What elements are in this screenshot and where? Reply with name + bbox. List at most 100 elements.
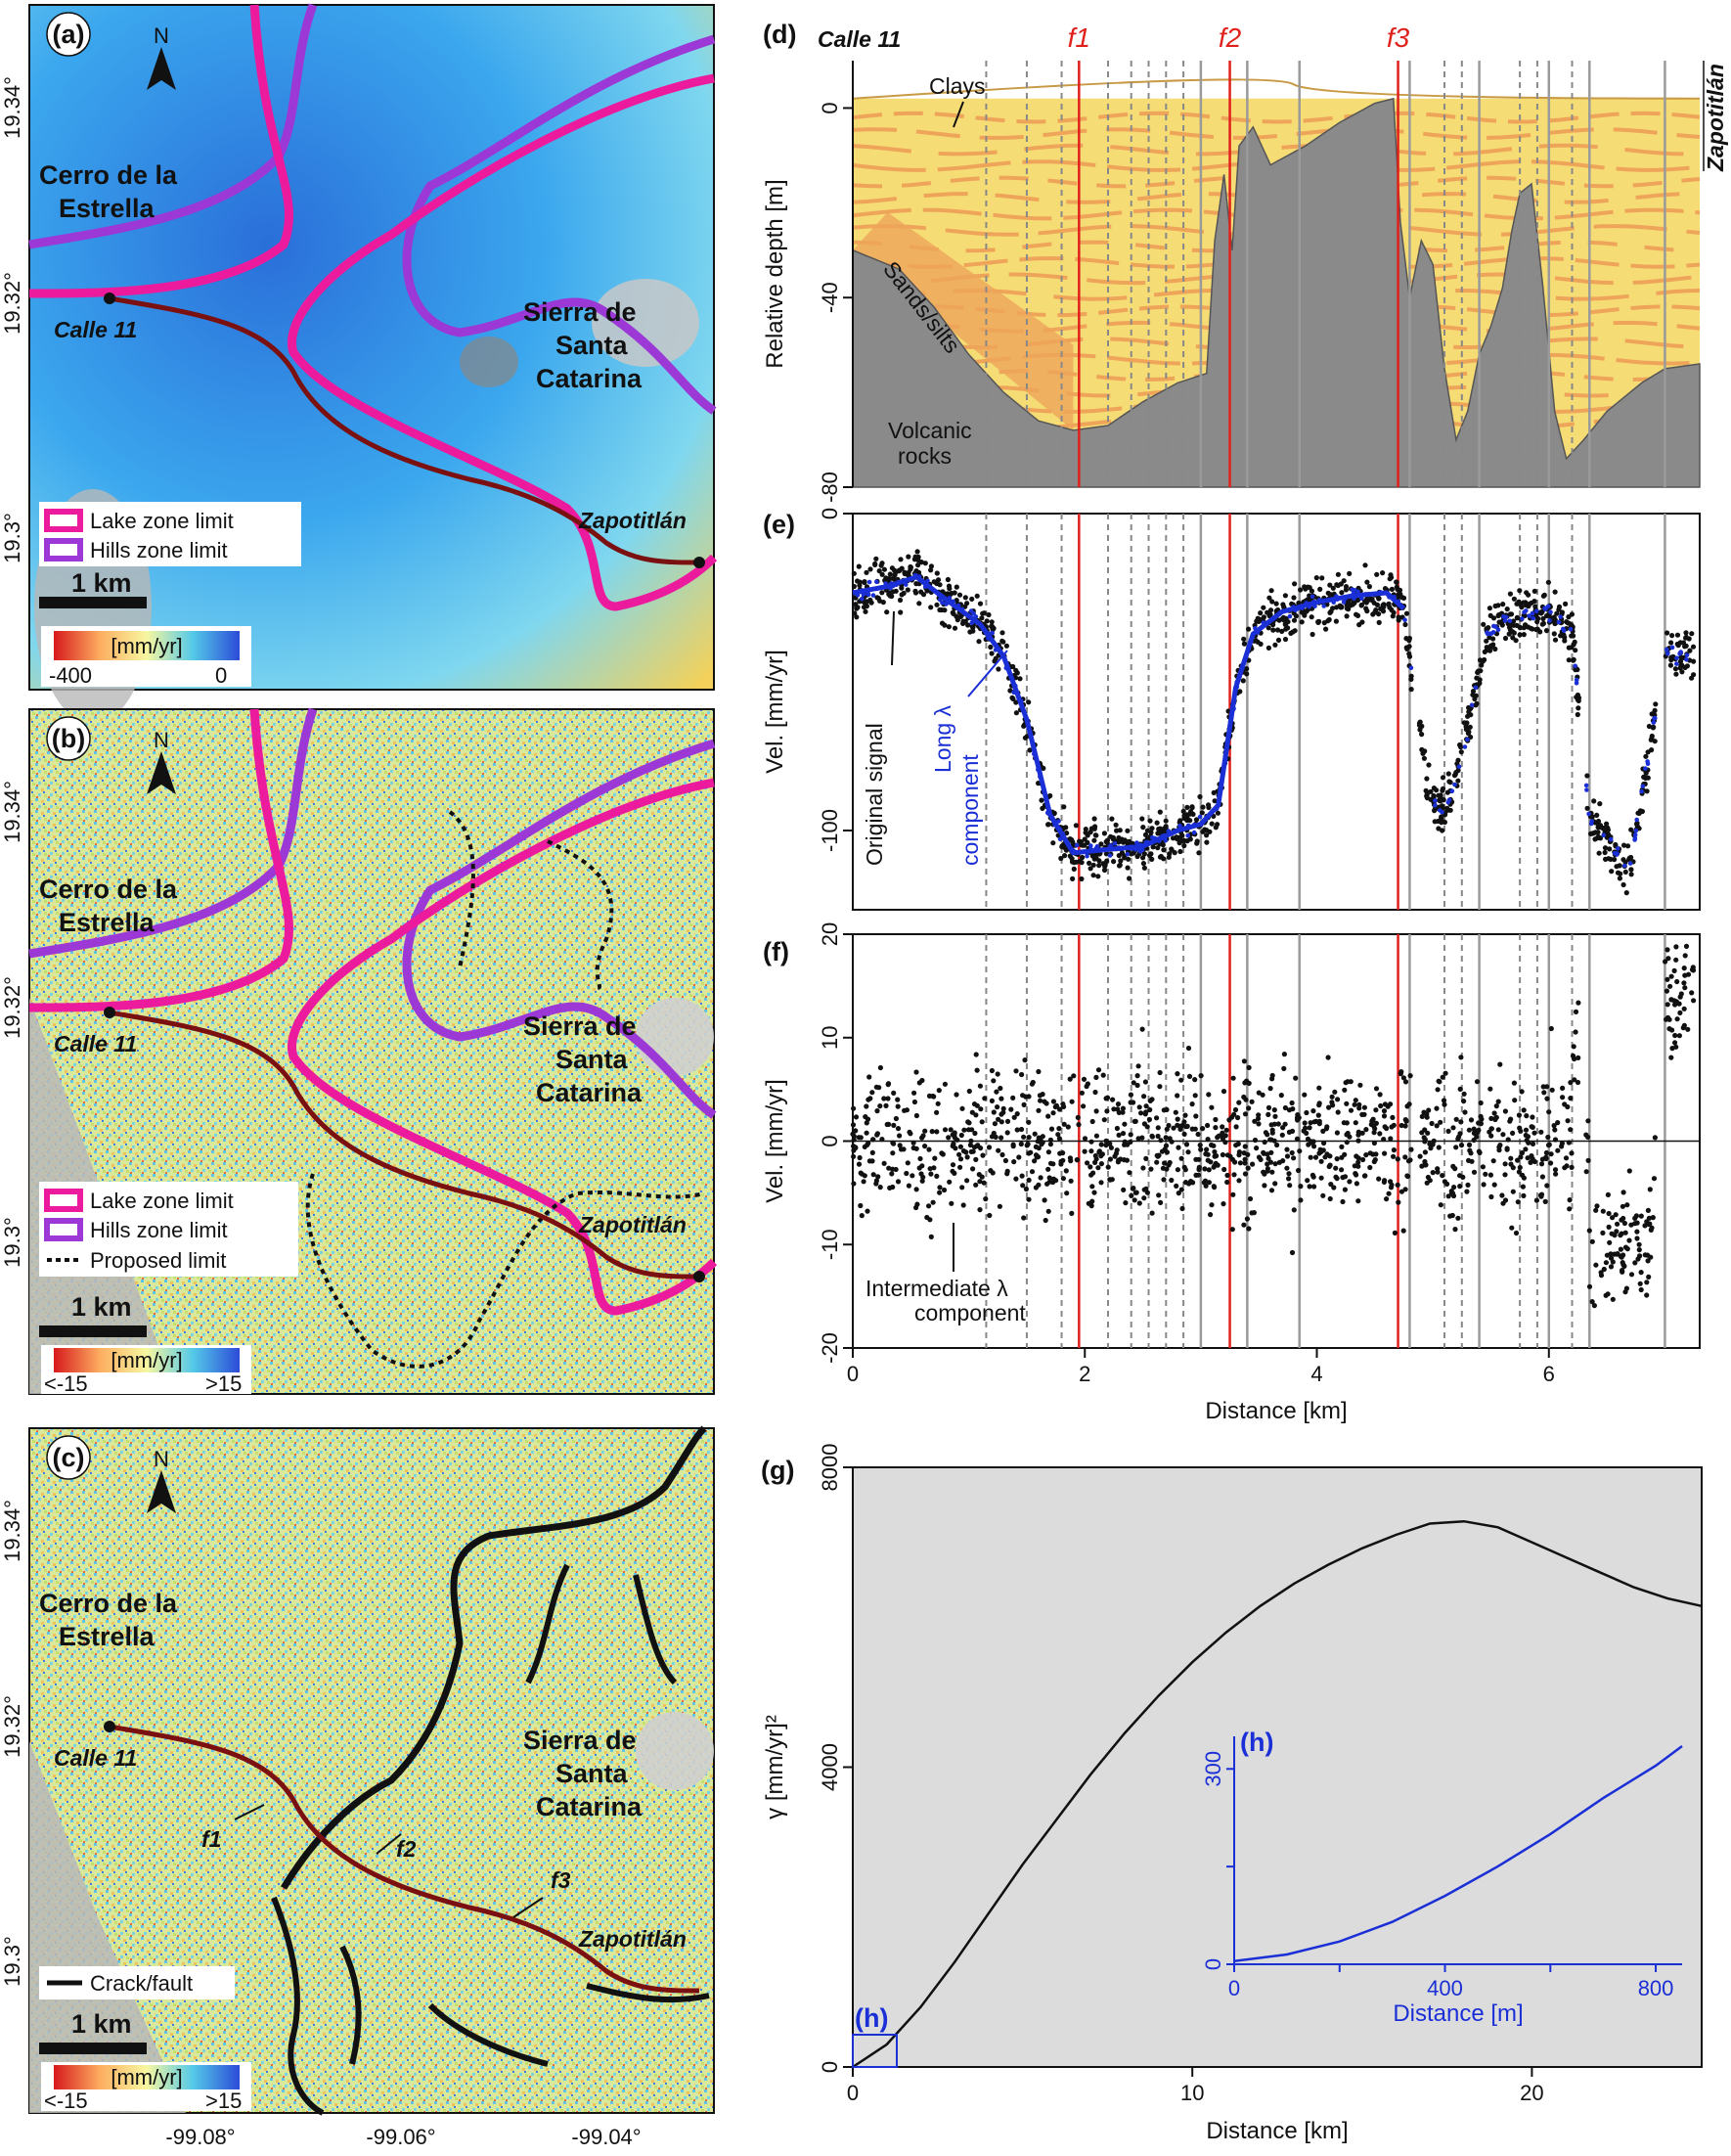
intermediate-component-point xyxy=(1279,1132,1285,1138)
original-signal-point xyxy=(1317,586,1323,593)
intermediate-component-point xyxy=(1221,1166,1227,1173)
intermediate-component-point xyxy=(1517,1164,1523,1171)
intermediate-component-point xyxy=(1487,1129,1492,1135)
fault-label-f1: f1 xyxy=(1068,22,1090,53)
original-signal-point xyxy=(915,558,921,563)
profile-line xyxy=(109,1010,700,1280)
x-axis-label: Distance [km] xyxy=(1205,1398,1347,1424)
original-signal-point xyxy=(912,588,918,594)
intermediate-component-point xyxy=(874,1108,880,1114)
original-signal-point xyxy=(1573,648,1578,653)
intermediate-component-point xyxy=(1121,1157,1127,1163)
intermediate-component-point xyxy=(1360,1156,1366,1163)
intermediate-component-point xyxy=(1328,1182,1334,1188)
intermediate-component-point xyxy=(987,1212,993,1219)
y-axis-label: Relative depth [m] xyxy=(762,179,788,368)
intermediate-component-point xyxy=(1256,1121,1262,1127)
intermediate-component-point xyxy=(1141,1094,1147,1100)
panel-label-f: (f) xyxy=(763,937,789,966)
intermediate-component-point xyxy=(1548,1151,1554,1157)
intermediate-component-point xyxy=(1088,1139,1094,1145)
intermediate-component-point xyxy=(1560,1085,1566,1091)
intermediate-component-point xyxy=(1440,1173,1445,1179)
intermediate-component-point xyxy=(1513,1230,1520,1236)
long-component-point xyxy=(1485,630,1489,635)
annotation-component: component xyxy=(957,754,983,866)
intermediate-component-point xyxy=(1386,1190,1392,1196)
intermediate-component-point xyxy=(1488,1193,1494,1200)
long-component-point xyxy=(1558,614,1563,619)
place-sierra-3: Catarina xyxy=(536,364,643,393)
long-component-point xyxy=(1664,651,1670,656)
intermediate-component-point xyxy=(1104,1095,1111,1100)
intermediate-component-point xyxy=(1221,1201,1226,1207)
intermediate-component-point xyxy=(1354,1172,1359,1178)
intermediate-component-point xyxy=(1618,1233,1623,1238)
intermediate-component-point xyxy=(1286,1176,1292,1182)
intermediate-component-point xyxy=(1334,1156,1340,1162)
intermediate-component-point xyxy=(1236,1100,1242,1105)
intermediate-component-point xyxy=(1213,1125,1219,1131)
intermediate-component-point xyxy=(1149,1210,1155,1216)
intermediate-component-point xyxy=(1193,1113,1199,1119)
scale-bar xyxy=(39,1325,147,1337)
place-sierra-3: Catarina xyxy=(536,1078,643,1107)
intermediate-component-point xyxy=(973,1182,979,1188)
original-signal-point xyxy=(1423,787,1429,794)
original-signal-point xyxy=(1390,613,1396,619)
intermediate-component-point xyxy=(1068,1158,1074,1164)
original-signal-point xyxy=(1380,570,1386,576)
intermediate-component-point xyxy=(928,1234,934,1239)
panel-label-a: (a) xyxy=(53,20,85,49)
intermediate-component-point xyxy=(934,1129,940,1135)
original-signal-point xyxy=(1575,692,1580,698)
intermediate-component-point xyxy=(1435,1087,1441,1093)
original-signal-point xyxy=(1466,729,1472,735)
intermediate-component-point xyxy=(1499,1192,1505,1198)
intermediate-component-point xyxy=(1495,1127,1501,1133)
long-component-point xyxy=(1622,863,1627,869)
profile-end-marker xyxy=(693,557,705,568)
original-signal-point xyxy=(1428,788,1434,794)
intermediate-component-point xyxy=(957,1144,964,1149)
x-tick-label: 10 xyxy=(1180,2081,1204,2105)
original-signal-point xyxy=(1041,765,1046,772)
intermediate-component-point xyxy=(1230,1191,1236,1197)
intermediate-component-point xyxy=(1357,1082,1363,1088)
zapotitlan-label: Zapotitlán xyxy=(578,508,687,533)
original-signal-point xyxy=(1285,625,1291,631)
original-signal-point xyxy=(1603,856,1609,863)
original-signal-point xyxy=(1517,602,1523,607)
intermediate-component-point xyxy=(1388,1136,1394,1142)
y-tick-label: 8000 xyxy=(818,1444,842,1492)
scale-label: 1 km xyxy=(71,2009,132,2039)
long-component-point xyxy=(1634,817,1639,823)
intermediate-component-point xyxy=(1284,1165,1290,1171)
intermediate-component-point xyxy=(1645,1258,1651,1264)
intermediate-component-point xyxy=(1355,1163,1361,1169)
place-cerro-1: Cerro de la xyxy=(39,1589,178,1618)
intermediate-component-point xyxy=(889,1171,895,1177)
intermediate-component-point xyxy=(931,1165,937,1171)
long-component-point xyxy=(1588,821,1594,827)
place-cerro-1: Cerro de la xyxy=(39,160,178,190)
original-signal-point xyxy=(876,568,882,574)
map-axes: 19.34° 19.32° 19.3° 19.34° 19.32° 19.3° … xyxy=(0,76,642,2149)
original-signal-point xyxy=(1680,640,1687,646)
intermediate-component-point xyxy=(918,1171,924,1177)
intermediate-component-point xyxy=(1167,1159,1173,1166)
profile-end-marker xyxy=(693,1271,705,1282)
long-component-point xyxy=(1321,604,1326,608)
intermediate-component-point xyxy=(1050,1110,1056,1116)
intermediate-component-point xyxy=(1492,1115,1498,1121)
original-signal-point xyxy=(1061,844,1068,851)
intermediate-component-point xyxy=(995,1071,1000,1077)
original-signal-point xyxy=(1419,723,1425,730)
intermediate-component-point xyxy=(1120,1105,1126,1111)
intermediate-component-point xyxy=(1636,1247,1642,1253)
intermediate-component-point xyxy=(1294,1115,1301,1121)
original-signal-point xyxy=(1617,876,1622,881)
intermediate-component-point xyxy=(1458,1055,1464,1060)
intermediate-component-point xyxy=(1681,980,1687,986)
intermediate-component-point xyxy=(1144,1190,1150,1195)
